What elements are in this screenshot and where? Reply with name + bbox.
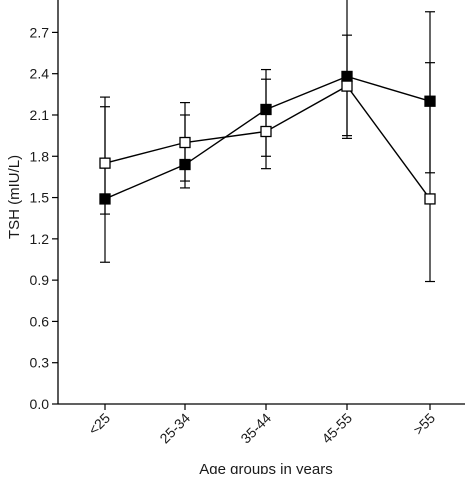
data-point-open-square (341, 80, 353, 92)
y-tick-label: 2.1 (30, 107, 50, 123)
series-line (104, 85, 431, 200)
data-point-open-square (99, 157, 111, 169)
x-tick-label: <25 (85, 410, 113, 438)
data-point-open-square (424, 193, 436, 205)
axes-layer: 0.0 0.3 0.6 0.9 1.2 1.5 1.8 2.1 2.4 2.7 <25 25-34 35… (30, 0, 465, 446)
y-tick-label: 1.2 (30, 231, 50, 247)
series-line (104, 75, 431, 200)
x-tick-label: >55 (410, 410, 438, 438)
series-group (99, 34, 436, 283)
y-tick-label: 0.0 (30, 396, 50, 412)
y-tick-label: 2.7 (30, 24, 50, 40)
x-tick-label: 25-34 (156, 410, 193, 447)
series-layer (99, 0, 436, 283)
y-axis-label: TSH (mIU/L) (6, 155, 23, 239)
y-tick-label: 2.4 (30, 66, 50, 82)
x-tick-label: 35-44 (237, 410, 274, 447)
y-tick-label: 0.3 (30, 355, 50, 371)
y-tick-label: 0.6 (30, 313, 50, 329)
data-point-open-square (260, 125, 272, 138)
x-axis-label: Age groups in years (199, 461, 332, 474)
y-tick-label: 1.5 (30, 190, 50, 206)
y-tick-label: 1.8 (30, 148, 50, 164)
data-point-open-square (179, 136, 191, 149)
x-tick-label: 45-55 (318, 410, 355, 447)
y-tick-label: 0.9 (30, 272, 50, 288)
